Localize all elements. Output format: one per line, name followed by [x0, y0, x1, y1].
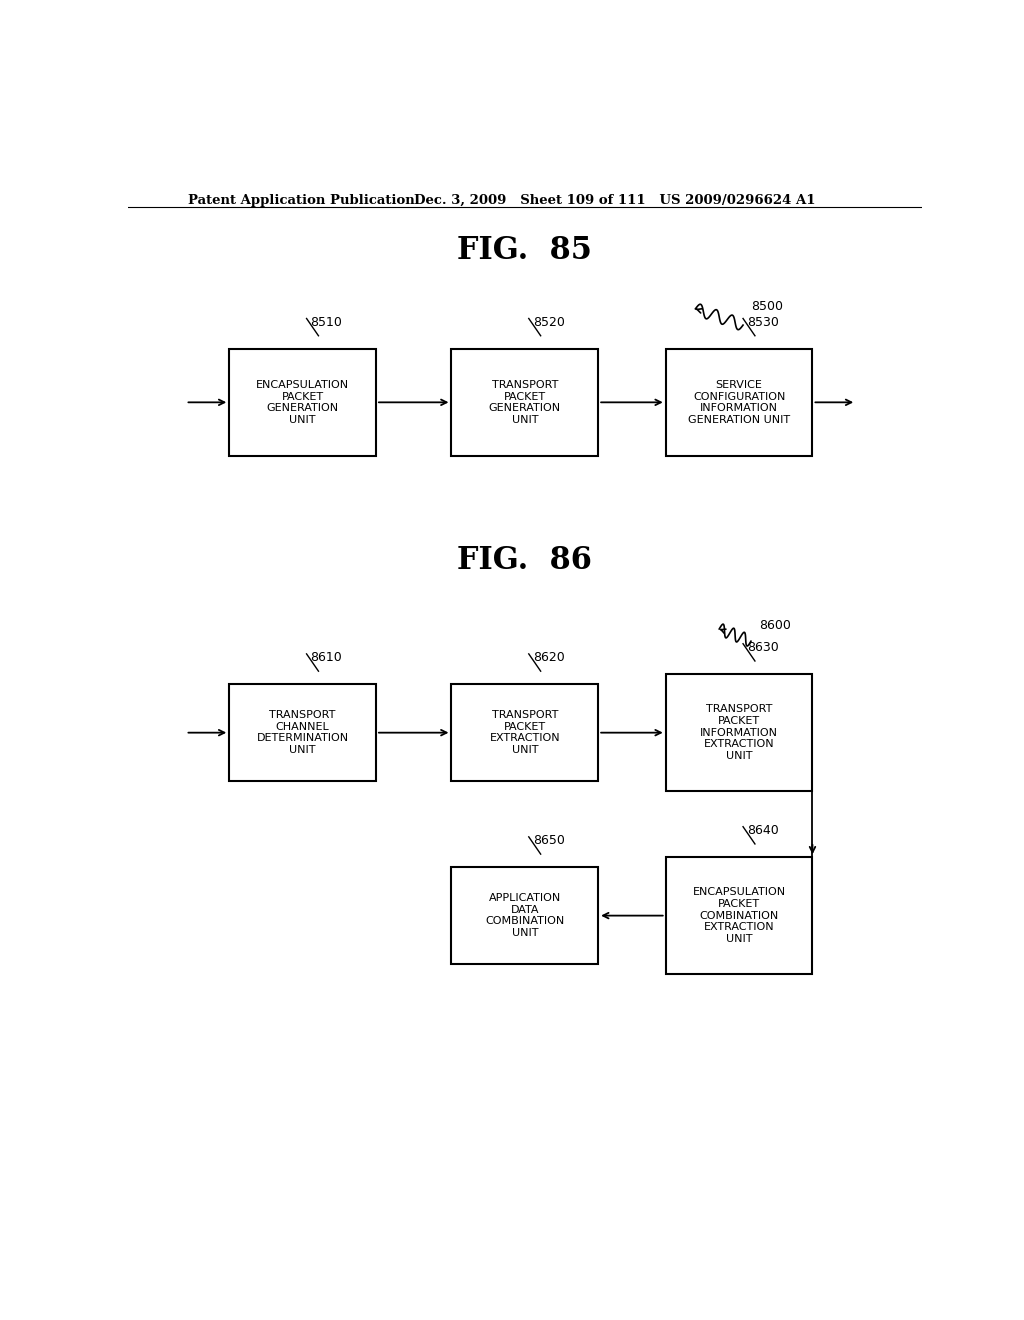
Text: FIG.  86: FIG. 86: [458, 545, 592, 576]
Text: 8650: 8650: [532, 834, 564, 847]
FancyBboxPatch shape: [229, 684, 376, 781]
Text: TRANSPORT
PACKET
GENERATION
UNIT: TRANSPORT PACKET GENERATION UNIT: [488, 380, 561, 425]
Text: 8640: 8640: [748, 824, 779, 837]
Text: 8610: 8610: [310, 651, 342, 664]
Text: 8630: 8630: [748, 642, 779, 653]
FancyBboxPatch shape: [452, 348, 598, 455]
FancyBboxPatch shape: [452, 867, 598, 964]
Text: APPLICATION
DATA
COMBINATION
UNIT: APPLICATION DATA COMBINATION UNIT: [485, 894, 564, 939]
FancyBboxPatch shape: [229, 348, 376, 455]
Text: 8620: 8620: [532, 651, 564, 664]
Text: 8600: 8600: [759, 619, 791, 632]
Text: SERVICE
CONFIGURATION
INFORMATION
GENERATION UNIT: SERVICE CONFIGURATION INFORMATION GENERA…: [688, 380, 791, 425]
Text: TRANSPORT
CHANNEL
DETERMINATION
UNIT: TRANSPORT CHANNEL DETERMINATION UNIT: [257, 710, 348, 755]
Text: ENCAPSULATION
PACKET
GENERATION
UNIT: ENCAPSULATION PACKET GENERATION UNIT: [256, 380, 349, 425]
Text: Dec. 3, 2009   Sheet 109 of 111   US 2009/0296624 A1: Dec. 3, 2009 Sheet 109 of 111 US 2009/02…: [414, 194, 815, 207]
FancyBboxPatch shape: [666, 675, 812, 791]
FancyBboxPatch shape: [452, 684, 598, 781]
Text: Patent Application Publication: Patent Application Publication: [187, 194, 415, 207]
Text: TRANSPORT
PACKET
EXTRACTION
UNIT: TRANSPORT PACKET EXTRACTION UNIT: [489, 710, 560, 755]
Text: 8510: 8510: [310, 315, 342, 329]
FancyBboxPatch shape: [666, 348, 812, 455]
Text: 8500: 8500: [751, 300, 783, 313]
Text: 8530: 8530: [748, 315, 779, 329]
FancyBboxPatch shape: [666, 857, 812, 974]
Text: FIG.  85: FIG. 85: [458, 235, 592, 265]
Text: 8520: 8520: [532, 315, 564, 329]
Text: ENCAPSULATION
PACKET
COMBINATION
EXTRACTION
UNIT: ENCAPSULATION PACKET COMBINATION EXTRACT…: [692, 887, 785, 944]
Text: TRANSPORT
PACKET
INFORMATION
EXTRACTION
UNIT: TRANSPORT PACKET INFORMATION EXTRACTION …: [700, 705, 778, 760]
